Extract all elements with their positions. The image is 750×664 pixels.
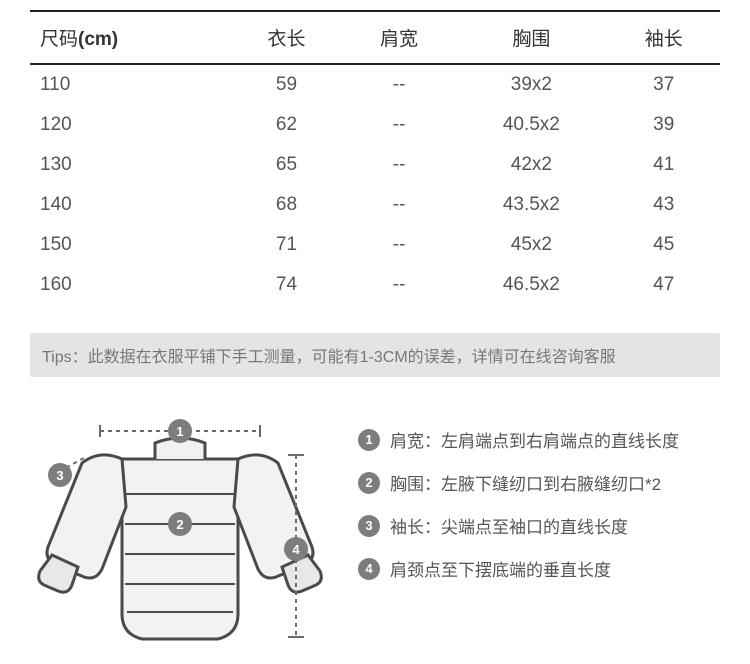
- legend-label: 肩颈点至下摆底端的垂直长度: [390, 556, 611, 581]
- table-body: 11059--39x23712062--40.5x23913065--42x24…: [30, 64, 720, 305]
- table-cell: 62: [230, 105, 343, 145]
- table-cell: --: [343, 225, 456, 265]
- measurement-area: 1 2 3 4 1 肩宽：左肩端点到右肩端点的直线长度 2 胸围：左腋下缝纫口到…: [30, 399, 720, 664]
- table-cell: --: [343, 145, 456, 185]
- table-cell: 59: [230, 64, 343, 105]
- legend-item: 1 肩宽：左肩端点到右肩端点的直线长度: [358, 427, 720, 452]
- legend-label: 胸围：左腋下缝纫口到右腋缝纫口*2: [390, 470, 661, 495]
- table-cell: 43.5x2: [455, 185, 607, 225]
- col-sleeve: 袖长: [607, 11, 720, 64]
- table-cell: 130: [30, 145, 230, 185]
- table-cell: 65: [230, 145, 343, 185]
- table-cell: 39: [607, 105, 720, 145]
- table-cell: 140: [30, 185, 230, 225]
- svg-text:4: 4: [292, 542, 300, 557]
- svg-text:3: 3: [56, 468, 63, 483]
- legend-item: 3 袖长：尖端点至袖口的直线长度: [358, 513, 720, 538]
- table-cell: 120: [30, 105, 230, 145]
- jacket-diagram: 1 2 3 4: [30, 399, 330, 664]
- table-cell: 46.5x2: [455, 265, 607, 305]
- table-cell: 45: [607, 225, 720, 265]
- table-row: 13065--42x241: [30, 145, 720, 185]
- badge-3: 3: [358, 515, 380, 537]
- table-row: 16074--46.5x247: [30, 265, 720, 305]
- col-chest: 胸围: [455, 11, 607, 64]
- table-cell: 110: [30, 64, 230, 105]
- table-header-row: 尺码(cm) 衣长 肩宽 胸围 袖长: [30, 11, 720, 64]
- table-cell: 47: [607, 265, 720, 305]
- table-cell: 41: [607, 145, 720, 185]
- table-cell: 74: [230, 265, 343, 305]
- legend-item: 2 胸围：左腋下缝纫口到右腋缝纫口*2: [358, 470, 720, 495]
- table-row: 15071--45x245: [30, 225, 720, 265]
- table-cell: --: [343, 265, 456, 305]
- col-size: 尺码(cm): [30, 11, 230, 64]
- size-chart-table: 尺码(cm) 衣长 肩宽 胸围 袖长 11059--39x23712062--4…: [30, 10, 720, 305]
- table-cell: --: [343, 64, 456, 105]
- table-cell: 43: [607, 185, 720, 225]
- badge-1: 1: [358, 429, 380, 451]
- svg-text:1: 1: [176, 424, 183, 439]
- table-row: 11059--39x237: [30, 64, 720, 105]
- table-cell: --: [343, 105, 456, 145]
- table-cell: 37: [607, 64, 720, 105]
- badge-4: 4: [358, 558, 380, 580]
- legend-label: 肩宽：左肩端点到右肩端点的直线长度: [390, 427, 679, 452]
- table-cell: 160: [30, 265, 230, 305]
- table-cell: 71: [230, 225, 343, 265]
- table-cell: 68: [230, 185, 343, 225]
- jacket-icon: 1 2 3 4: [30, 399, 330, 659]
- badge-2: 2: [358, 472, 380, 494]
- table-cell: 45x2: [455, 225, 607, 265]
- legend-label: 袖长：尖端点至袖口的直线长度: [390, 513, 628, 538]
- col-length: 衣长: [230, 11, 343, 64]
- table-row: 14068--43.5x243: [30, 185, 720, 225]
- table-cell: 150: [30, 225, 230, 265]
- table-cell: 42x2: [455, 145, 607, 185]
- table-cell: --: [343, 185, 456, 225]
- legend: 1 肩宽：左肩端点到右肩端点的直线长度 2 胸围：左腋下缝纫口到右腋缝纫口*2 …: [358, 399, 720, 599]
- legend-item: 4 肩颈点至下摆底端的垂直长度: [358, 556, 720, 581]
- svg-text:2: 2: [176, 517, 183, 532]
- table-cell: 40.5x2: [455, 105, 607, 145]
- col-shoulder: 肩宽: [343, 11, 456, 64]
- table-cell: 39x2: [455, 64, 607, 105]
- tips-bar: Tips：此数据在衣服平铺下手工测量，可能有1-3CM的误差，详情可在线咨询客服: [30, 333, 720, 377]
- table-row: 12062--40.5x239: [30, 105, 720, 145]
